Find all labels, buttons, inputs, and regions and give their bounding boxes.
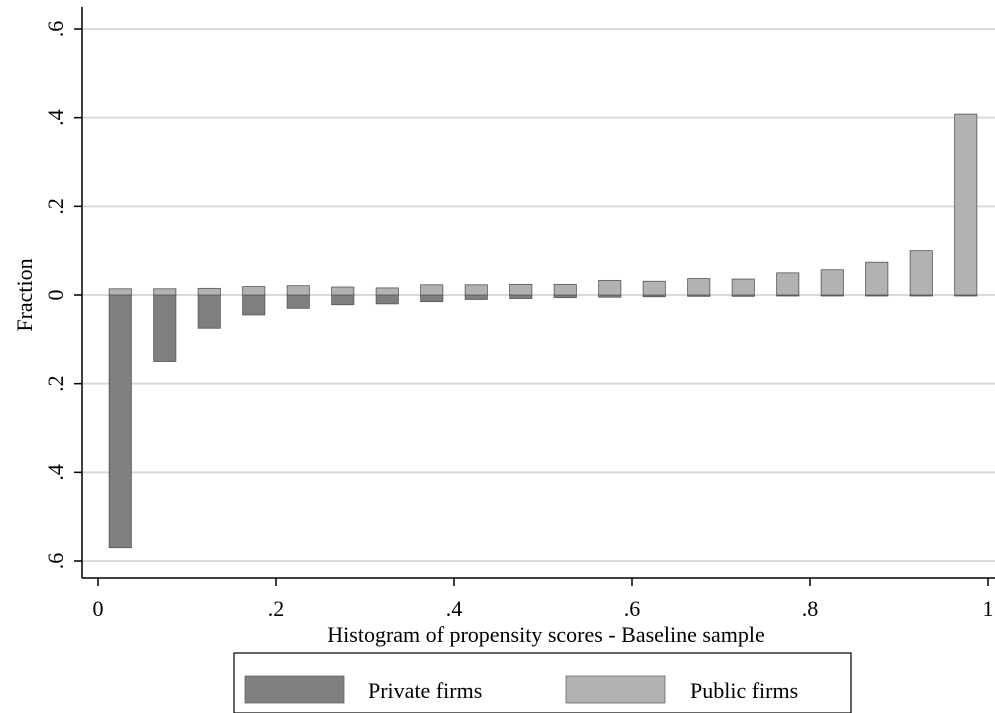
bar-private-firms (153, 294, 177, 362)
bar-public-firms (375, 287, 399, 296)
x-axis-title: Histogram of propensity scores - Baselin… (327, 622, 764, 647)
x-tick-label: .4 (446, 596, 463, 621)
x-axis-ticks: 0 .2 .4 .6 .8 1 (93, 578, 994, 621)
x-tick-label: 1 (983, 596, 994, 621)
bar-public-firms (197, 287, 221, 296)
bar-private-firms (331, 294, 355, 306)
bar-public-firms (153, 288, 177, 296)
bar-public-firms (464, 284, 488, 296)
bar-private-firms (375, 294, 399, 305)
bar-public-firms (954, 113, 978, 296)
bar-private-firms (286, 294, 310, 309)
y-tick-label: .6 (43, 21, 68, 38)
bar-public-firms (553, 283, 577, 296)
bar-public-firms (331, 286, 355, 296)
bar-public-firms (509, 283, 533, 296)
y-tick-label: .6 (43, 553, 68, 570)
bar-public-firms (598, 279, 622, 296)
legend-label-private-firms: Private firms (368, 678, 482, 703)
bar-public-firms (108, 288, 132, 296)
bar-public-firms (776, 272, 800, 296)
bar-public-firms (820, 269, 844, 296)
bar-public-firms (242, 286, 266, 296)
axes (81, 7, 995, 579)
y-tick-label: .2 (43, 375, 68, 392)
bar-private-firms (420, 294, 444, 303)
y-tick-label: 0 (43, 290, 68, 301)
y-tick-label: .4 (43, 109, 68, 126)
bar-private-firms (509, 294, 533, 299)
x-tick-label: .8 (802, 596, 819, 621)
y-tick-label: .4 (43, 464, 68, 481)
x-tick-label: .6 (624, 596, 641, 621)
bar-private-firms (464, 294, 488, 300)
legend-swatch-private-firms (244, 675, 345, 704)
y-axis-ticks: .6 .4 .2 0 .2 .4 .6 (43, 21, 82, 570)
y-axis-title: Fraction (12, 258, 37, 331)
bar-public-firms (687, 278, 711, 296)
bar-private-firms (197, 294, 221, 329)
bar-private-firms (242, 294, 266, 316)
legend: Private firms Public firms (233, 652, 852, 713)
bar-public-firms (420, 284, 444, 296)
legend-swatch-public-firms (565, 675, 666, 704)
bar-public-firms (642, 280, 666, 296)
bar-public-firms (909, 250, 933, 296)
bar-private-firms (108, 294, 132, 549)
bars (108, 113, 978, 549)
legend-label-public-firms: Public firms (690, 678, 798, 703)
x-tick-label: 0 (93, 596, 104, 621)
bar-public-firms (731, 278, 755, 296)
bar-public-firms (286, 285, 310, 296)
x-tick-label: .2 (268, 596, 285, 621)
bar-public-firms (865, 261, 889, 296)
gridlines (82, 28, 995, 562)
y-tick-label: .2 (43, 198, 68, 215)
